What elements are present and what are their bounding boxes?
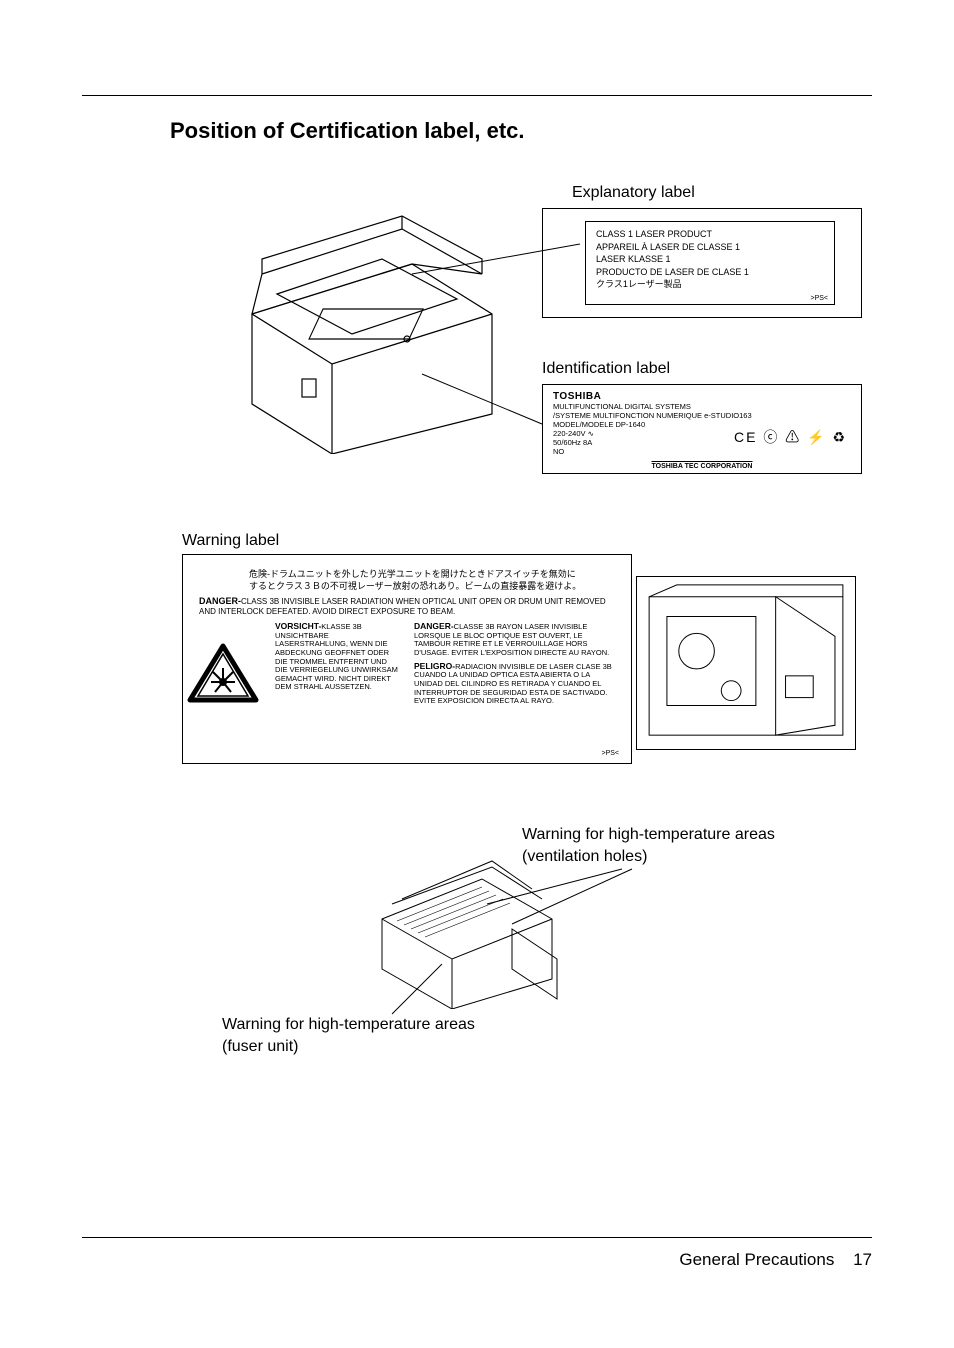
high-temp-2-line-2: (fuser unit)	[222, 1038, 298, 1055]
footer-section: General Precautions	[679, 1250, 834, 1269]
footer: General Precautions 17	[82, 1237, 872, 1270]
footer-page-number: 17	[853, 1250, 872, 1269]
high-temp-2-line-1: Warning for high-temperature areas	[222, 1016, 475, 1033]
figure-area: Explanatory label CLASS 1 LASER PRODUCT …	[82, 184, 872, 1184]
leader-lines-bottom	[82, 184, 872, 1084]
bottom-rule	[82, 1237, 872, 1238]
high-temp-caption-fuser: Warning for high-temperature areas (fuse…	[222, 1014, 475, 1059]
section-title: Position of Certification label, etc.	[170, 118, 872, 144]
top-rule	[82, 95, 872, 96]
footer-text: General Precautions 17	[82, 1250, 872, 1270]
